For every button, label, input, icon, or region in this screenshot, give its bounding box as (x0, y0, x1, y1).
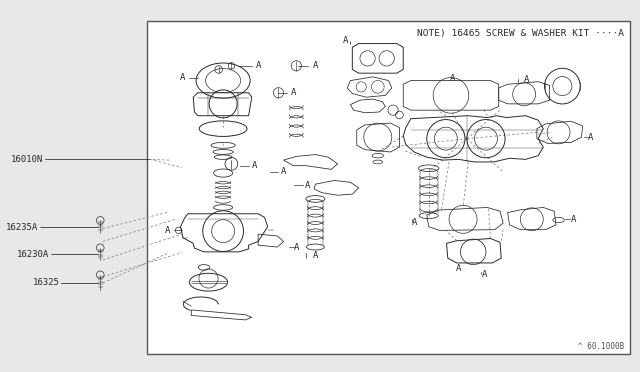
Text: A: A (481, 270, 487, 279)
Text: NOTE) 16465 SCREW & WASHER KIT ····A: NOTE) 16465 SCREW & WASHER KIT ····A (417, 29, 624, 38)
Text: A: A (281, 167, 286, 176)
Text: A: A (291, 88, 296, 97)
Text: A: A (449, 74, 455, 83)
Text: A: A (412, 218, 417, 227)
Text: A: A (165, 226, 170, 235)
Text: ^ 60.1000B: ^ 60.1000B (578, 341, 624, 351)
Text: A: A (588, 133, 593, 142)
Polygon shape (147, 21, 630, 354)
Text: A: A (255, 61, 261, 70)
Text: 16235A: 16235A (6, 223, 38, 232)
Text: A: A (180, 74, 186, 83)
Text: A: A (456, 264, 461, 273)
Text: A: A (570, 215, 576, 224)
Text: A: A (313, 61, 318, 70)
Text: A: A (305, 181, 310, 190)
Text: A: A (252, 161, 258, 170)
Text: 16230A: 16230A (17, 250, 49, 259)
Text: A: A (294, 243, 299, 251)
Text: 16010N: 16010N (11, 155, 43, 164)
Text: A: A (343, 36, 349, 45)
Text: A: A (313, 251, 318, 260)
Text: 16325: 16325 (33, 278, 60, 288)
Text: A: A (524, 75, 529, 84)
